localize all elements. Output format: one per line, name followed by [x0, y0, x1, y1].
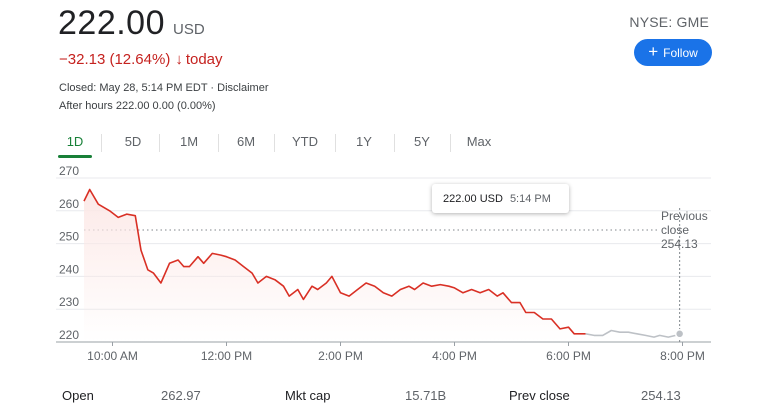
after-hours-quote: After hours 222.00 0.00 (0.00%) [59, 100, 216, 112]
y-tick-label: 260 [59, 197, 79, 211]
tab-1d[interactable]: 1D [58, 128, 92, 158]
currency-label: USD [173, 21, 205, 38]
x-tick-label: 6:00 PM [546, 349, 591, 363]
tab-divider [101, 134, 102, 152]
x-tick-label: 2:00 PM [318, 349, 363, 363]
tab-5y[interactable]: 5Y [414, 134, 430, 149]
tooltip-time: 5:14 PM [509, 192, 551, 205]
tab-divider [335, 134, 336, 152]
tab-divider [394, 134, 395, 152]
x-tick-label: 8:00 PM [660, 349, 705, 363]
change-value: −32.13 (12.64%) [59, 51, 171, 68]
disclaimer-link[interactable]: Disclaimer [217, 82, 269, 94]
stat-value-open: 262.97 [161, 388, 201, 403]
tab-5d[interactable]: 5D [124, 134, 142, 149]
x-tick-label: 10:00 AM [87, 349, 138, 363]
x-tick-label: 4:00 PM [432, 349, 477, 363]
stat-value-mkt-cap: 15.71B [405, 388, 447, 403]
stat-value-prev-close: 254.13 [641, 388, 681, 403]
price-change: −32.13 (12.64%) ↓ today [59, 51, 223, 68]
tab-max[interactable]: Max [466, 134, 492, 149]
series-line-after-hours [585, 329, 680, 338]
hover-point [674, 329, 685, 339]
y-tick-label: 250 [59, 230, 79, 244]
stat-label-mkt-cap: Mkt cap [285, 388, 331, 403]
tab-ytd[interactable]: YTD [292, 134, 318, 149]
tab-1m[interactable]: 1M [179, 134, 199, 149]
y-tick-label: 240 [59, 262, 79, 276]
price-chart[interactable]: 270 260 250 240 230 220 10:00 AM 12:00 PM 2:00 P… [0, 160, 759, 370]
price-header: 222.00 USD [58, 4, 205, 43]
plus-icon: + [648, 42, 659, 61]
y-tick-label: 270 [59, 164, 79, 178]
tab-6m[interactable]: 6M [236, 134, 256, 149]
y-tick-label: 230 [59, 295, 79, 309]
series-line-regular [83, 188, 586, 335]
current-price: 222.00 [58, 4, 165, 42]
ticker-symbol: NYSE: GME [629, 14, 709, 30]
y-tick-label: 220 [59, 328, 79, 342]
closed-time: Closed: May 28, 5:14 PM EDT · [59, 82, 215, 94]
price-area-fill [84, 189, 586, 342]
stat-label-open: Open [62, 388, 94, 403]
x-tick-label: 12:00 PM [201, 349, 252, 363]
market-status: Closed: May 28, 5:14 PM EDT · Disclaimer [59, 82, 269, 94]
tab-divider [218, 134, 219, 152]
tab-divider [159, 134, 160, 152]
tab-1y[interactable]: 1Y [356, 134, 372, 149]
tooltip-price: 222.00 USD [443, 192, 503, 205]
tab-divider [450, 134, 451, 152]
stat-label-prev-close: Prev close [509, 388, 570, 403]
follow-button[interactable]: + Follow [634, 39, 712, 66]
tab-divider [274, 134, 275, 152]
change-period: today [185, 51, 223, 68]
previous-close-label: Previous close 254.13 [661, 209, 708, 251]
follow-label: Follow [663, 45, 698, 60]
arrow-down-icon: ↓ [175, 51, 183, 68]
price-tooltip: 222.00 USD 5:14 PM [432, 184, 569, 213]
